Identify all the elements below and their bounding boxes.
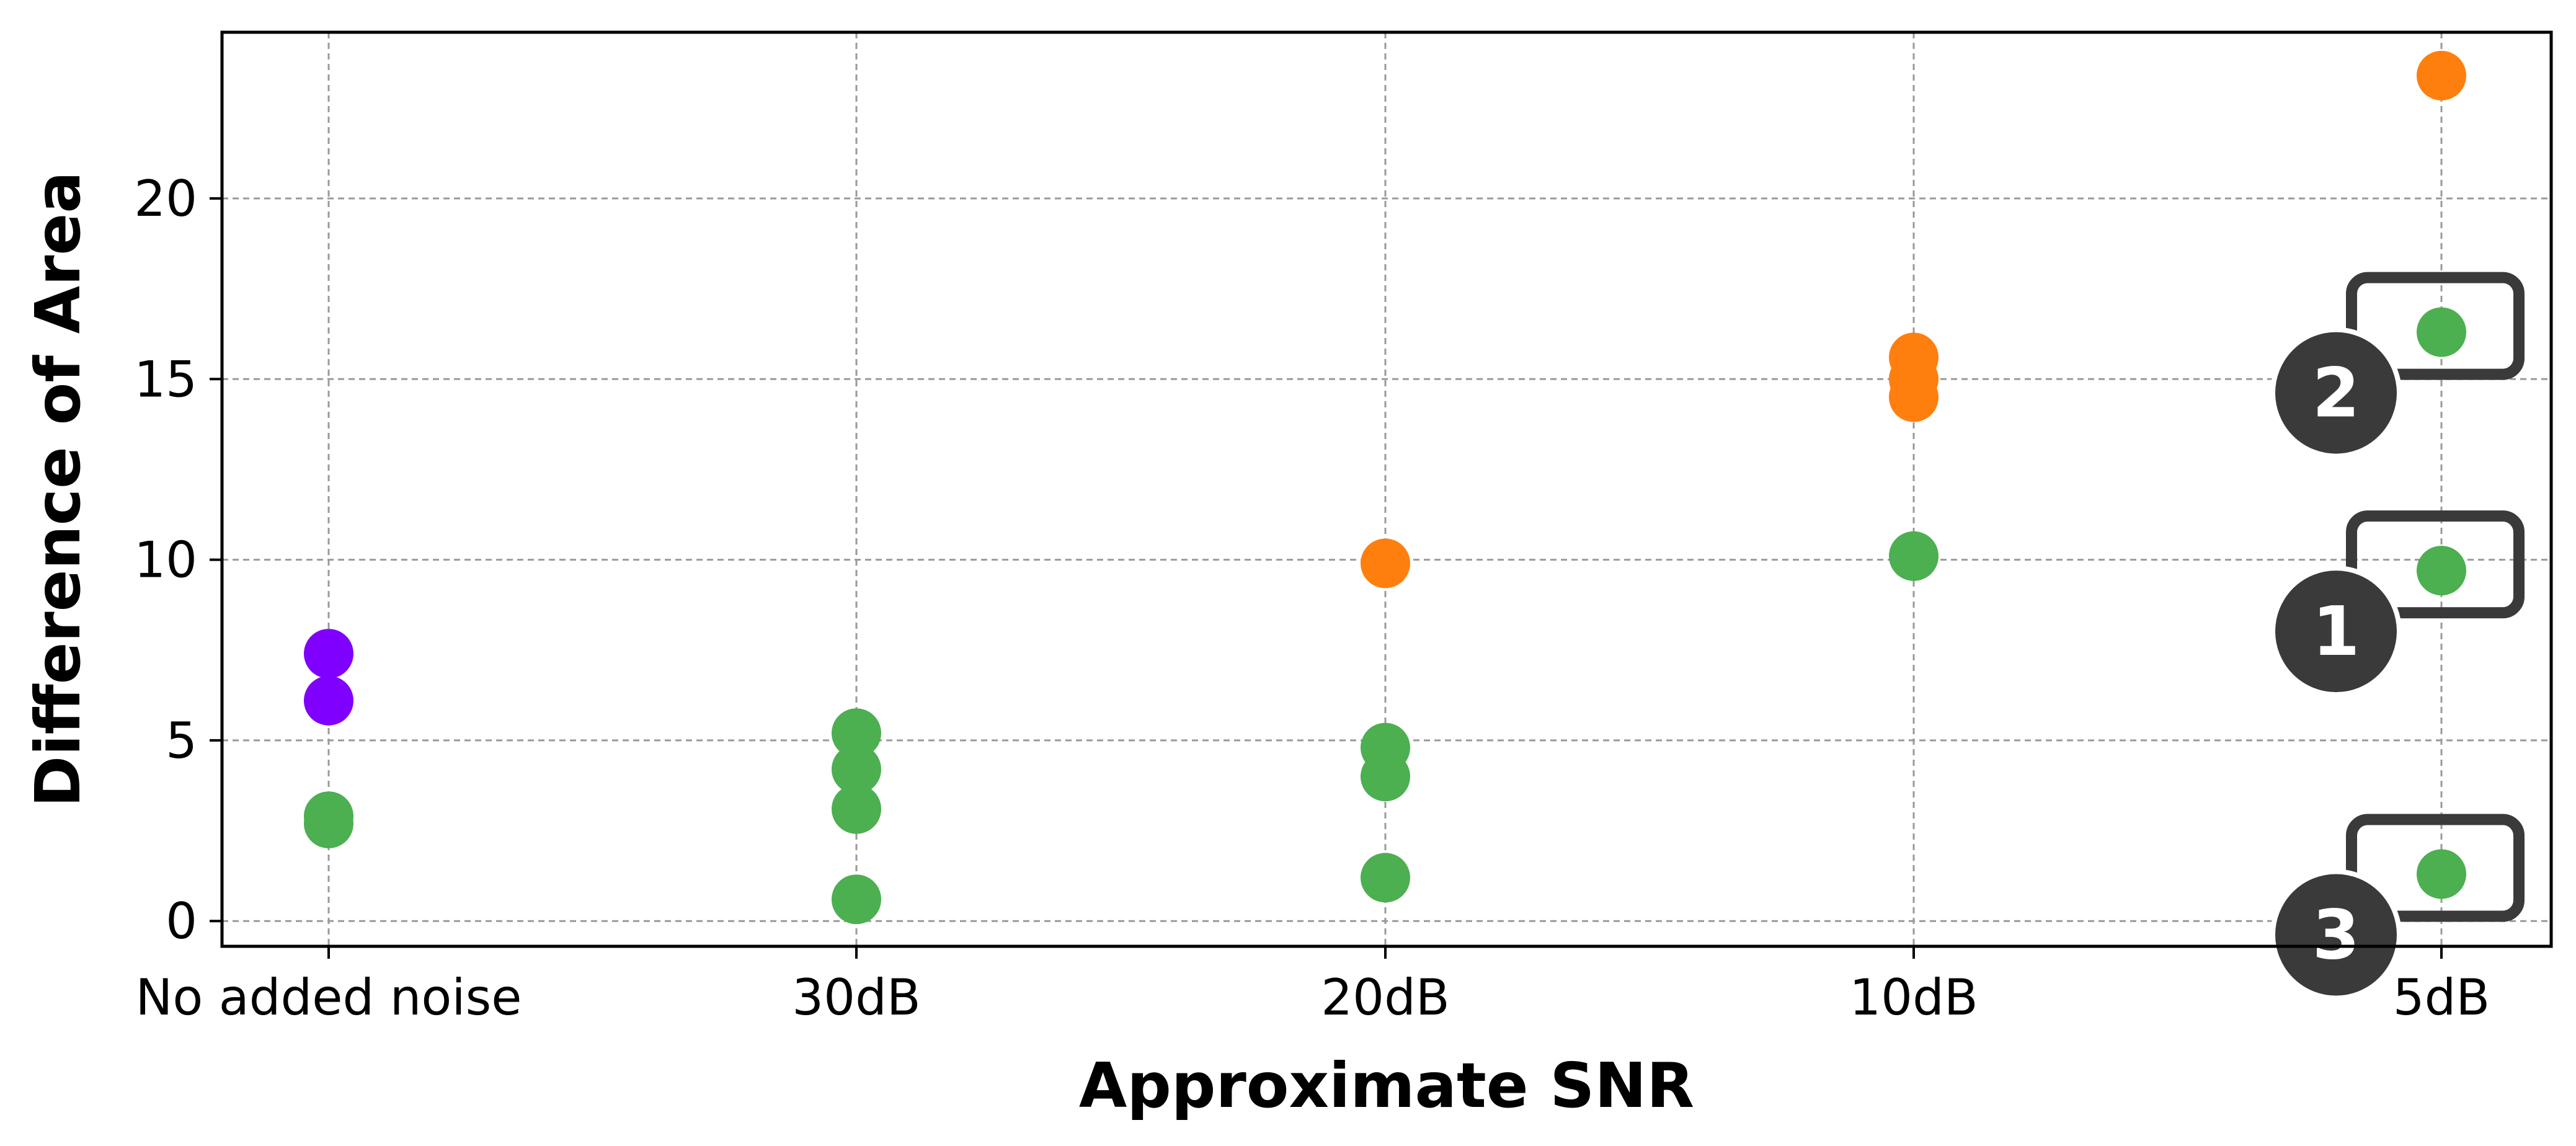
grid bbox=[222, 32, 2551, 946]
data-point-green bbox=[832, 708, 881, 758]
annotation-box bbox=[2346, 272, 2525, 380]
y-tick-label: 5 bbox=[166, 712, 197, 770]
x-tick-label: 5dB bbox=[2393, 969, 2490, 1026]
data-point-green bbox=[832, 784, 881, 834]
x-axis-title: Approximate SNR bbox=[1079, 1049, 1694, 1122]
data-point-green bbox=[2417, 307, 2466, 357]
data-point-green bbox=[832, 874, 881, 925]
annotation-badge bbox=[2270, 869, 2402, 1001]
annotation-box bbox=[2346, 510, 2525, 619]
data-point-green bbox=[832, 744, 881, 794]
data-point-purple bbox=[304, 675, 353, 726]
annotation-box bbox=[2346, 814, 2525, 922]
data-point-orange bbox=[1889, 372, 1939, 422]
annotation-badge bbox=[2270, 566, 2402, 698]
y-tick-label: 0 bbox=[166, 892, 197, 950]
data-point-purple bbox=[304, 629, 353, 679]
data-points bbox=[304, 50, 2466, 925]
y-axis-title: Difference of Area bbox=[22, 171, 94, 807]
data-point-orange bbox=[1361, 538, 1410, 589]
x-tick-label: 30dB bbox=[792, 969, 920, 1026]
data-point-green bbox=[2417, 849, 2466, 899]
data-point-green bbox=[304, 798, 353, 848]
annotations: 1 2 3 bbox=[2270, 272, 2525, 1001]
annotation-badge-label: 3 bbox=[2312, 895, 2360, 974]
x-tick-label: No added noise bbox=[135, 969, 522, 1026]
y-tick-label: 15 bbox=[134, 350, 197, 408]
x-tick-label: 10dB bbox=[1849, 969, 1978, 1026]
data-point-green bbox=[2417, 546, 2466, 596]
annotation-badge-label: 1 bbox=[2312, 592, 2360, 671]
annotation-badge-label: 2 bbox=[2312, 353, 2360, 433]
plot-area-frame bbox=[220, 30, 2553, 948]
data-point-green bbox=[1361, 752, 1410, 802]
data-point-green bbox=[1361, 853, 1410, 903]
x-tick-label: 20dB bbox=[1321, 969, 1449, 1026]
y-tick-label: 20 bbox=[134, 170, 197, 228]
data-point-green bbox=[1889, 531, 1939, 581]
annotation-badge bbox=[2270, 327, 2402, 459]
y-tick-label: 10 bbox=[134, 531, 197, 589]
axis-ticks: No added noise 30dB 20dB 10dB 5dB 0 5 10 15 20 bbox=[134, 170, 2490, 1026]
data-point-orange bbox=[2417, 50, 2466, 100]
